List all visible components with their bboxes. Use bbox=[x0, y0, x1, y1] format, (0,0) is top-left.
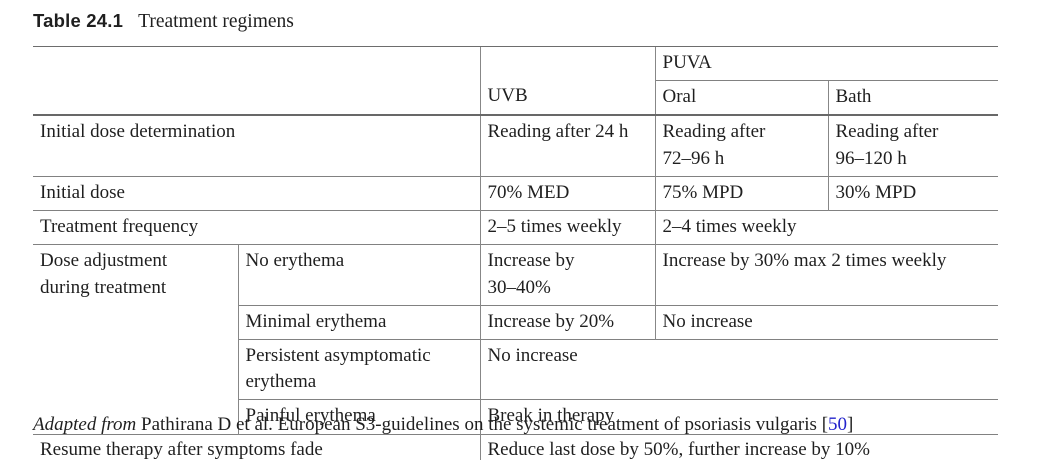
cell-no-erythema-puva: Increase by 30% max 2 times weekly bbox=[654, 244, 998, 306]
header-bath-cell: Bath bbox=[827, 80, 998, 116]
header-oral-cell: Oral bbox=[654, 80, 828, 116]
citation-link-50[interactable]: 50 bbox=[828, 414, 848, 435]
cell-resume-therapy-all: Reduce last dose by 50%, further increas… bbox=[479, 433, 998, 460]
citation-bracket-open: [ bbox=[821, 414, 829, 435]
table-caption: Treatment regimens bbox=[138, 11, 294, 32]
row-sublabel-no-erythema: No erythema bbox=[237, 244, 480, 306]
cell-initial-dose-uvb: 70% MED bbox=[479, 175, 655, 211]
cell-minimal-erythema-puva: No increase bbox=[654, 304, 998, 340]
header-uvb-cell: UVB bbox=[479, 46, 655, 116]
footnote-adapted-from: Adapted from bbox=[33, 414, 137, 435]
row-sublabel-persistent-asymptomatic-erythema: Persistent asymptomatic erythema bbox=[237, 338, 480, 400]
cell-no-erythema-uvb: Increase by 30–40% bbox=[479, 244, 655, 306]
table-footnote: Adapted from Pathirana D et al. European… bbox=[33, 414, 853, 436]
cell-initial-dose-oral: 75% MPD bbox=[654, 175, 828, 211]
row-label-initial-dose-determination: Initial dose determination bbox=[33, 114, 480, 177]
cell-initial-dose-determination-bath: Reading after 96–120 h bbox=[827, 114, 998, 177]
cell-initial-dose-determination-uvb: Reading after 24 h bbox=[479, 114, 655, 177]
row-label-resume-therapy: Resume therapy after symptoms fade bbox=[33, 433, 480, 460]
row-label-treatment-frequency: Treatment frequency bbox=[33, 210, 480, 245]
row-label-dose-adjustment: Dose adjustment during treatment bbox=[33, 244, 238, 435]
cell-initial-dose-determination-oral: Reading after 72–96 h bbox=[654, 114, 828, 177]
table-number-label: Table 24.1 bbox=[33, 10, 124, 31]
cell-persistent-erythema-all: No increase bbox=[479, 338, 998, 400]
cell-initial-dose-bath: 30% MPD bbox=[827, 175, 998, 211]
header-puva-cell: PUVA bbox=[654, 45, 998, 81]
row-sublabel-minimal-erythema: Minimal erythema bbox=[237, 304, 480, 340]
cell-treatment-frequency-puva: 2–4 times weekly bbox=[654, 210, 998, 245]
citation-bracket-close: ] bbox=[847, 414, 854, 435]
cell-treatment-frequency-uvb: 2–5 times weekly bbox=[479, 210, 655, 245]
table-title: Table 24.1 Treatment regimens bbox=[33, 10, 294, 33]
cell-minimal-erythema-uvb: Increase by 20% bbox=[479, 304, 655, 340]
cell-painful-erythema-all: Break in therapy bbox=[479, 399, 998, 435]
header-corner-cell bbox=[33, 46, 480, 116]
row-label-initial-dose: Initial dose bbox=[33, 175, 480, 211]
row-sublabel-painful-erythema: Painful erythema bbox=[237, 399, 480, 435]
footnote-source-text: Pathirana D et al. European S3-guideline… bbox=[136, 414, 822, 435]
treatment-regimens-table: UVB PUVA Oral Bath Initial dose determin… bbox=[33, 45, 998, 460]
